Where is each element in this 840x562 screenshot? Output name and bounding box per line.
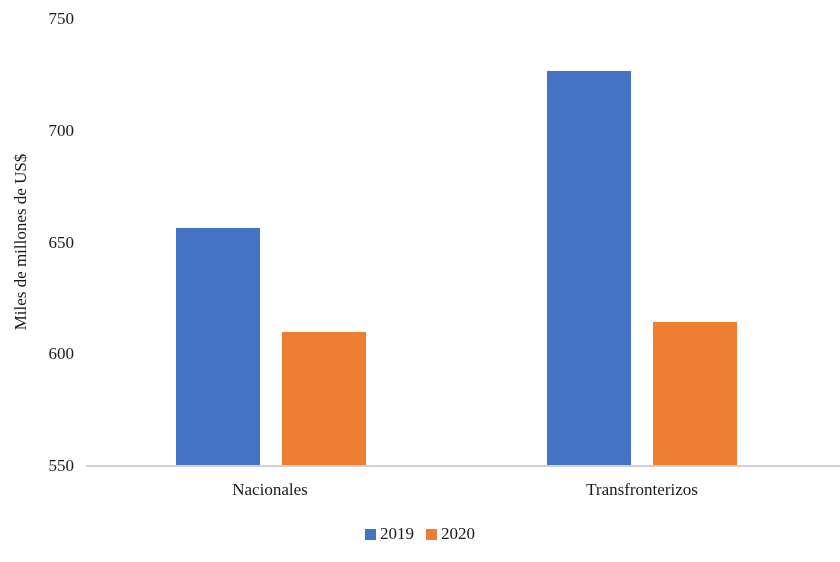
- legend-swatch-2019: [365, 528, 376, 540]
- legend-item-2019: 2019: [365, 524, 414, 544]
- bar-transfronterizos-2019: [547, 71, 631, 466]
- y-tick-750: 750: [48, 9, 75, 28]
- x-axis-line: [86, 465, 840, 467]
- y-tick-650: 650: [48, 233, 75, 252]
- bar-transfronterizos-2020: [653, 322, 737, 466]
- y-tick-700: 700: [48, 121, 75, 140]
- legend-item-2020: 2020: [426, 524, 475, 544]
- bar-nacionales-2020: [282, 331, 366, 466]
- x-category-nacionales: Nacionales: [232, 480, 308, 499]
- legend-label-2019: 2019: [380, 524, 414, 543]
- legend-swatch-2020: [426, 528, 437, 540]
- x-category-transfronterizos: Transfronterizos: [586, 480, 698, 499]
- y-axis-label: Miles de millones de US$: [11, 153, 30, 331]
- y-tick-600: 600: [48, 344, 75, 363]
- legend: 2019 2020: [0, 524, 840, 544]
- y-tick-550: 550: [48, 456, 75, 475]
- legend-label-2020: 2020: [441, 524, 475, 543]
- bar-nacionales-2019: [176, 227, 260, 466]
